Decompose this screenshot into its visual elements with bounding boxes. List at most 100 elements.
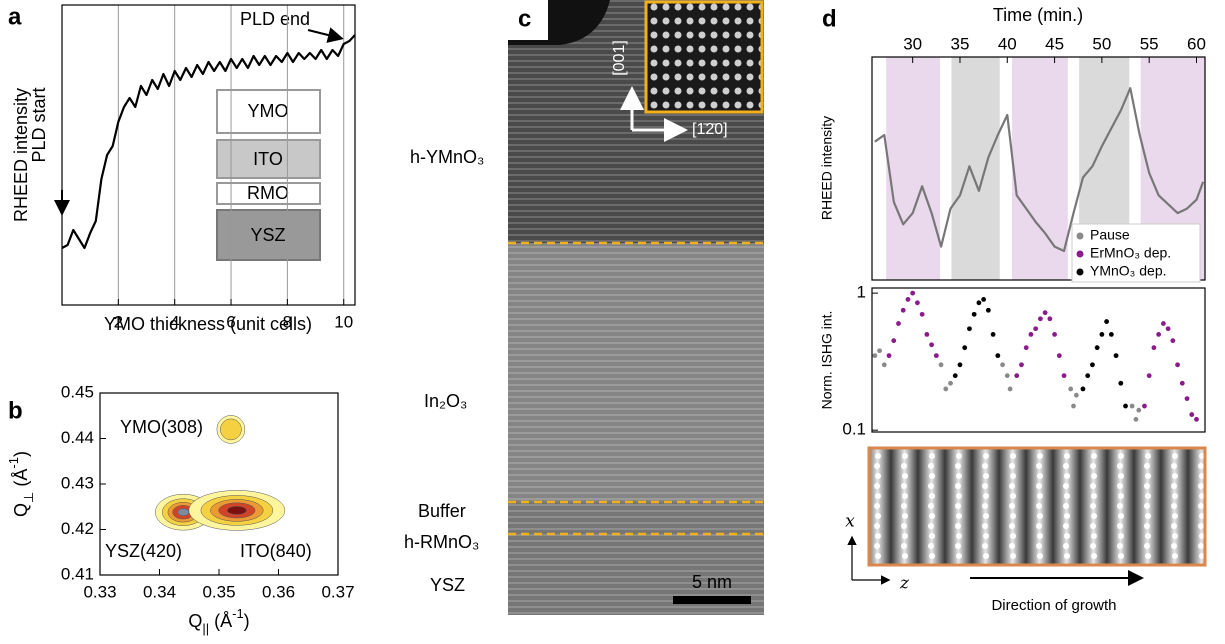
data-point	[896, 321, 901, 326]
data-point	[1151, 345, 1157, 351]
data-point	[948, 380, 953, 386]
layer-label: In₂O₃	[424, 391, 467, 411]
y-tick-label: 0.42	[61, 519, 94, 538]
panel-label: d	[822, 5, 837, 32]
peak-label: YSZ(420)	[105, 541, 182, 561]
data-point	[1136, 407, 1142, 413]
y-tick-label: 0.1	[842, 420, 866, 439]
data-point	[1061, 373, 1067, 379]
x-tick-label: 6	[226, 312, 235, 331]
data-point	[910, 290, 916, 296]
data-point	[1194, 416, 1199, 422]
annotation: PLD start	[29, 87, 49, 162]
axis-label-part: ⊥	[21, 492, 36, 503]
phase-region	[886, 57, 941, 280]
data-point	[919, 311, 925, 317]
data-point	[1165, 326, 1171, 332]
y-tick-label: 0.44	[61, 428, 94, 447]
phase-region	[951, 57, 1000, 280]
data-point	[1014, 373, 1020, 379]
data-point	[981, 297, 987, 302]
data-point	[1104, 319, 1110, 324]
x-tick-label: 10	[334, 312, 353, 331]
x-tick-label: 0.36	[262, 582, 295, 601]
plot-frame	[871, 56, 1206, 281]
x-tick-label: 50	[1092, 34, 1111, 53]
y-tick-label: 0.45	[61, 382, 94, 401]
layer-label: YSZ	[250, 225, 285, 245]
axis-label-part: (Å	[11, 469, 31, 492]
data-point	[971, 311, 977, 317]
axis-label-part: -1	[232, 606, 244, 621]
data-point	[1090, 362, 1095, 368]
data-point	[952, 373, 958, 379]
x-axis-label: Time (min.)	[993, 5, 1083, 25]
axis-label-part: (Å	[209, 611, 232, 631]
y-tick-label: 1	[857, 283, 866, 302]
legend-label: ErMnO₃ dep.	[1090, 245, 1171, 261]
plot-frame	[871, 287, 1206, 433]
peak-contour	[177, 508, 190, 517]
layer-label: YSZ	[430, 575, 465, 595]
annotation: PLD end	[240, 9, 310, 29]
plot-frame	[61, 4, 356, 306]
data-point	[877, 348, 882, 354]
data-line	[61, 34, 356, 250]
data-point	[915, 300, 920, 306]
caption: Direction of growth	[991, 597, 1116, 614]
layer-box	[216, 89, 321, 134]
layer-label: h-YMnO₃	[410, 147, 484, 167]
data-point	[1189, 412, 1195, 417]
data-point	[1085, 373, 1091, 379]
data-point	[1108, 331, 1114, 337]
axis-label-part: )	[244, 611, 250, 631]
layer-box	[216, 209, 321, 261]
data-point	[1068, 386, 1074, 392]
data-point	[1047, 316, 1053, 322]
layer-label: YMO	[247, 101, 288, 121]
axis-label-part: )	[11, 451, 31, 457]
x-tick-label: 4	[170, 312, 179, 331]
data-point	[1073, 392, 1079, 398]
layer-box	[216, 139, 321, 179]
legend-label: Pause	[1090, 227, 1130, 243]
legend-marker	[1076, 250, 1084, 258]
data-point	[881, 362, 887, 368]
peak-label: YMO(308)	[120, 417, 203, 437]
data-point	[990, 331, 996, 337]
data-point	[957, 362, 963, 368]
data-point	[1071, 403, 1076, 409]
data-point	[891, 338, 897, 344]
data-point	[900, 307, 906, 313]
x-tick-label: 55	[1140, 34, 1159, 53]
tem-image	[508, 0, 764, 615]
data-point	[1028, 331, 1034, 337]
data-point	[1094, 345, 1100, 351]
data-point	[1133, 416, 1139, 422]
plot-frame	[99, 392, 339, 576]
y-tick-label: 0.43	[61, 473, 94, 492]
axis-label-part: Q	[188, 611, 202, 631]
layer-label: h-RMnO₃	[404, 532, 479, 552]
data-point	[1129, 403, 1135, 409]
data-point	[1023, 345, 1029, 351]
x-tick-label: 0.35	[202, 582, 235, 601]
x-tick-label: 0.33	[83, 582, 116, 601]
layer-label: Buffer	[418, 501, 466, 521]
x-tick-label: 0.37	[321, 582, 354, 601]
data-point	[933, 353, 939, 359]
data-point	[1160, 321, 1166, 326]
data-point	[938, 362, 944, 368]
layer-label: RMO	[247, 183, 289, 203]
data-point	[1019, 362, 1024, 368]
y-axis-label: Norm. ISHG int.	[819, 311, 835, 410]
peak-label: ITO(840)	[240, 541, 312, 561]
y-axis-label: RHEED intensity	[11, 88, 31, 222]
legend-marker	[1076, 268, 1084, 276]
data-point	[1170, 338, 1176, 344]
data-point	[1179, 380, 1185, 386]
data-point	[962, 345, 968, 351]
panel-label: c	[518, 5, 531, 32]
arrow	[307, 27, 344, 43]
